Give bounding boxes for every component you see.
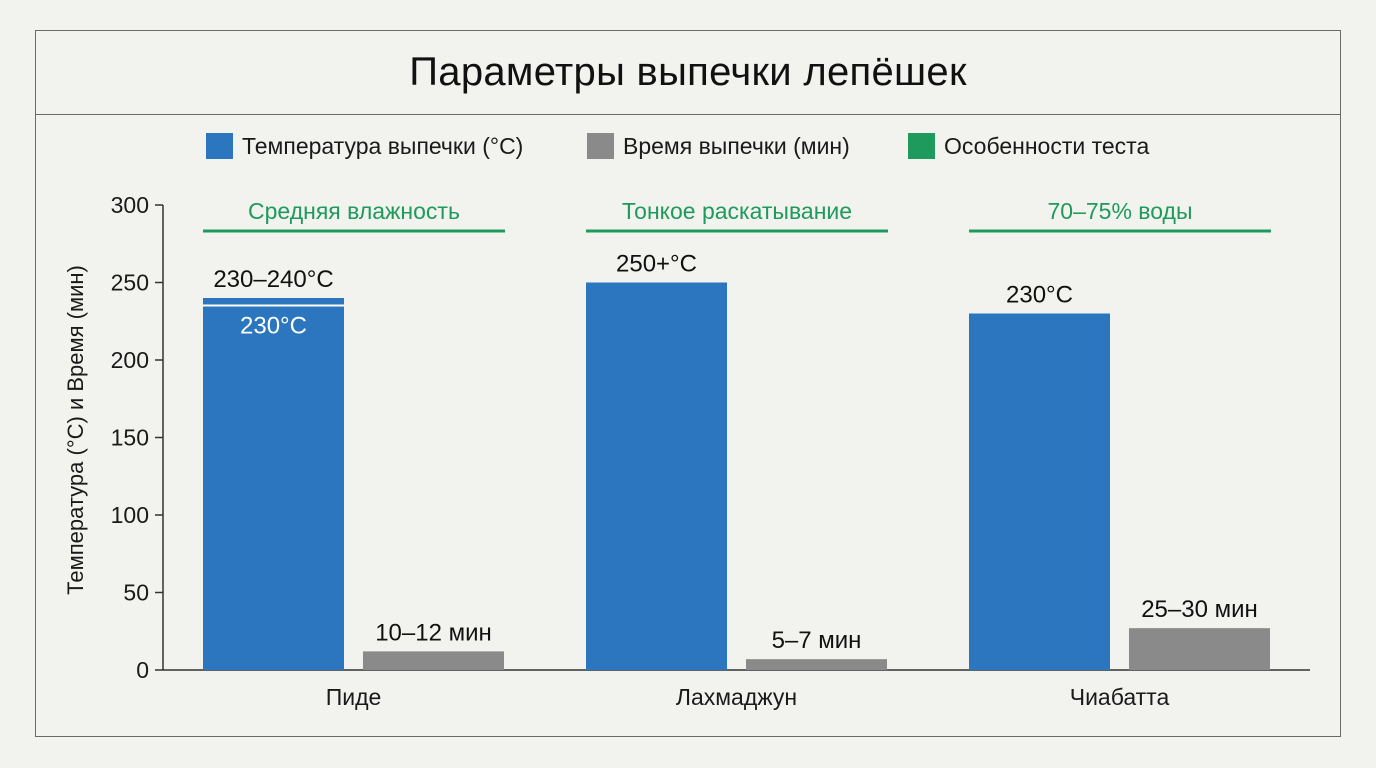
- category-label-1: Пиде: [326, 684, 382, 710]
- y-tick-label-100: 100: [111, 502, 149, 528]
- temperature-value-label-1: 230–240°С: [213, 266, 333, 293]
- time-value-label-3: 25–30 мин: [1141, 596, 1258, 623]
- category-label-3: Чиабатта: [1070, 684, 1170, 710]
- time-bar-2: [746, 659, 887, 670]
- legend-swatch-2: [587, 133, 614, 159]
- temperature-inner-label-1: 230°С: [240, 313, 307, 340]
- feature-label-2: Тонкое раскатывание: [622, 198, 852, 224]
- feature-label-3: 70–75% воды: [1048, 198, 1193, 224]
- y-tick-label-300: 300: [111, 192, 149, 218]
- chart-title: Параметры выпечки лепёшек: [409, 50, 967, 94]
- time-value-label-1: 10–12 мин: [375, 619, 492, 646]
- temperature-bar-2: [586, 282, 727, 670]
- legend-swatch-1: [206, 133, 233, 159]
- temperature-bar-3: [969, 313, 1110, 670]
- temperature-bar-1: [203, 298, 344, 670]
- time-value-label-2: 5–7 мин: [772, 627, 862, 654]
- y-tick-label-150: 150: [111, 425, 149, 451]
- temperature-value-label-2: 250+°С: [616, 251, 697, 278]
- y-tick-label-0: 0: [136, 657, 149, 683]
- time-bar-3: [1129, 628, 1270, 670]
- category-label-2: Лахмаджун: [676, 684, 797, 710]
- legend-swatch-3: [908, 133, 935, 159]
- legend-label-3: Особенности теста: [944, 133, 1149, 159]
- y-axis-label: Температура (°С) и Время (мин): [63, 265, 88, 595]
- chart-frame: Параметры выпечки лепёшек: [35, 30, 1341, 737]
- legend-label-1: Температура выпечки (°С): [242, 133, 523, 159]
- feature-label-1: Средняя влажность: [248, 198, 460, 224]
- title-bar: Параметры выпечки лепёшек: [36, 31, 1340, 115]
- time-bar-1: [363, 651, 504, 670]
- y-tick-label-250: 250: [111, 270, 149, 296]
- temperature-value-label-3: 230°С: [1006, 282, 1073, 309]
- y-tick-label-200: 200: [111, 347, 149, 373]
- legend-label-2: Время выпечки (мин): [623, 133, 850, 159]
- y-tick-label-50: 50: [123, 580, 149, 606]
